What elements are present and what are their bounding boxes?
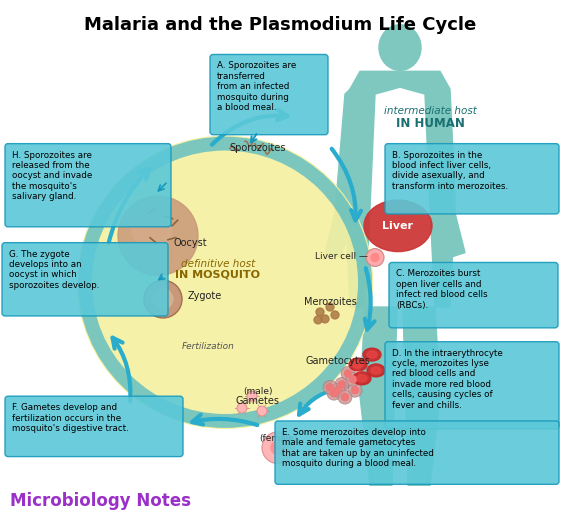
Ellipse shape [367, 351, 377, 358]
Text: (male): (male) [243, 387, 273, 396]
Text: E. Some merozoites develop into
male and female gametocytes
that are taken up by: E. Some merozoites develop into male and… [282, 428, 434, 468]
FancyBboxPatch shape [5, 143, 171, 227]
Circle shape [341, 366, 355, 380]
FancyBboxPatch shape [385, 342, 559, 429]
Circle shape [132, 210, 172, 250]
Circle shape [314, 316, 322, 324]
Text: Merozoites: Merozoites [304, 297, 356, 307]
Text: Gametes: Gametes [236, 396, 280, 406]
Ellipse shape [379, 25, 421, 70]
Polygon shape [325, 87, 360, 258]
Circle shape [344, 370, 352, 377]
Circle shape [327, 387, 341, 400]
FancyBboxPatch shape [5, 396, 183, 456]
Text: Liver cell —: Liver cell — [315, 252, 368, 262]
Text: Sporozoites: Sporozoites [230, 142, 286, 153]
Circle shape [366, 249, 384, 266]
Circle shape [118, 196, 198, 276]
Circle shape [262, 432, 294, 464]
Ellipse shape [349, 358, 367, 371]
Circle shape [331, 383, 345, 397]
Circle shape [330, 390, 338, 397]
Polygon shape [432, 87, 465, 258]
Text: Microbiology Notes: Microbiology Notes [10, 492, 191, 510]
Text: Malaria and the Plasmodium Life Cycle: Malaria and the Plasmodium Life Cycle [84, 16, 476, 34]
Ellipse shape [371, 367, 381, 374]
Circle shape [144, 280, 182, 318]
FancyBboxPatch shape [275, 421, 559, 484]
Circle shape [321, 315, 329, 323]
Circle shape [348, 383, 362, 397]
Text: B. Sporozoites in the
blood infect liver cells,
divide asexually, and
transform : B. Sporozoites in the blood infect liver… [392, 151, 508, 191]
Ellipse shape [353, 361, 363, 368]
Circle shape [247, 391, 257, 401]
Polygon shape [403, 307, 440, 485]
Ellipse shape [357, 375, 367, 382]
Ellipse shape [77, 136, 373, 428]
Circle shape [334, 387, 342, 394]
Circle shape [342, 394, 348, 400]
Text: G. The zygote
develops into an
oocyst in which
sporozoites develop.: G. The zygote develops into an oocyst in… [9, 250, 99, 290]
Text: Fertilization: Fertilization [182, 342, 234, 351]
Text: H. Sporozoites are
released from the
oocyst and invade
the mosquito's
salivary g: H. Sporozoites are released from the ooc… [12, 151, 92, 201]
Circle shape [346, 373, 360, 387]
Circle shape [327, 384, 333, 391]
Text: IN HUMAN: IN HUMAN [396, 117, 465, 130]
Text: Oocyst: Oocyst [173, 237, 207, 248]
Text: (female): (female) [259, 434, 297, 443]
FancyBboxPatch shape [210, 54, 328, 135]
Circle shape [271, 440, 285, 454]
FancyBboxPatch shape [385, 143, 559, 214]
Text: A. Sporozoites are
transferred
from an infected
mosquito during
a blood meal.: A. Sporozoites are transferred from an i… [217, 61, 296, 112]
Circle shape [257, 406, 267, 416]
Circle shape [326, 303, 334, 311]
Polygon shape [360, 307, 397, 485]
Circle shape [237, 403, 247, 413]
FancyBboxPatch shape [2, 243, 168, 316]
Text: IN MOSQUITO: IN MOSQUITO [176, 269, 260, 280]
Ellipse shape [364, 200, 432, 251]
FancyBboxPatch shape [389, 263, 558, 328]
Text: F. Gametes develop and
fertilization occurs in the
mosquito's digestive tract.: F. Gametes develop and fertilization occ… [12, 403, 129, 433]
Circle shape [153, 289, 173, 309]
Ellipse shape [367, 364, 385, 377]
Text: intermediate host: intermediate host [384, 106, 476, 116]
Text: D. In the intraerythrocyte
cycle, merozoites lyse
red blood cells and
invade mor: D. In the intraerythrocyte cycle, merozo… [392, 348, 503, 410]
Text: Liver: Liver [383, 221, 413, 231]
Text: Gametocytes: Gametocytes [306, 357, 370, 366]
Circle shape [350, 376, 356, 383]
Circle shape [316, 308, 324, 316]
Circle shape [323, 380, 337, 394]
Polygon shape [345, 71, 455, 307]
Circle shape [352, 387, 358, 394]
Circle shape [371, 253, 379, 262]
Ellipse shape [363, 348, 381, 361]
Ellipse shape [353, 372, 371, 385]
Circle shape [338, 381, 346, 388]
Circle shape [335, 377, 349, 391]
Text: definitive host: definitive host [181, 259, 255, 268]
Text: C. Merozoites burst
open liver cells and
infect red blood cells
(RBCs).: C. Merozoites burst open liver cells and… [396, 269, 488, 309]
Circle shape [338, 390, 352, 404]
Text: Zygote: Zygote [188, 291, 222, 301]
Circle shape [331, 311, 339, 319]
